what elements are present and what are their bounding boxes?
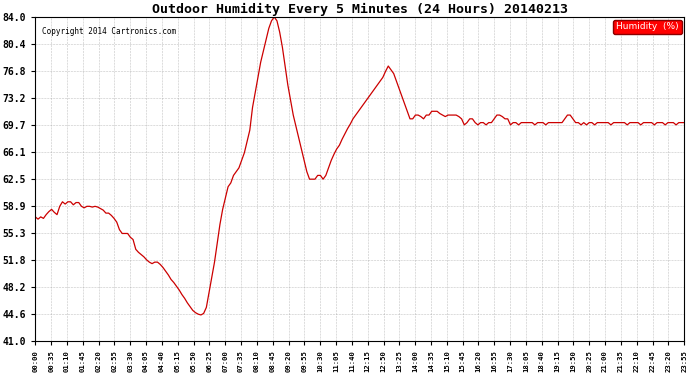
Legend: Humidity  (%): Humidity (%) (613, 20, 682, 34)
Title: Outdoor Humidity Every 5 Minutes (24 Hours) 20140213: Outdoor Humidity Every 5 Minutes (24 Hou… (152, 3, 568, 16)
Text: Copyright 2014 Cartronics.com: Copyright 2014 Cartronics.com (42, 27, 176, 36)
